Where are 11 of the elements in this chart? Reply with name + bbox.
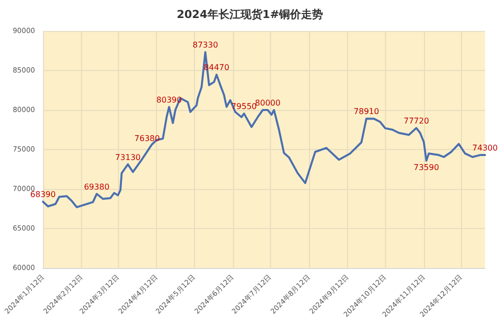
data-label: 68390 <box>30 190 56 200</box>
data-label: 80000 <box>255 98 280 108</box>
chart-title: 2024年长江现货1#铜价走势 <box>176 8 324 21</box>
data-label: 87330 <box>192 40 218 50</box>
data-label: 69380 <box>84 182 110 192</box>
data-label: 73590 <box>414 163 440 172</box>
data-label: 73130 <box>115 152 141 162</box>
data-label: 74300 <box>472 144 498 153</box>
data-label: 76380 <box>134 134 160 144</box>
data-label: 78910 <box>354 107 380 116</box>
data-label: 77720 <box>404 116 430 126</box>
